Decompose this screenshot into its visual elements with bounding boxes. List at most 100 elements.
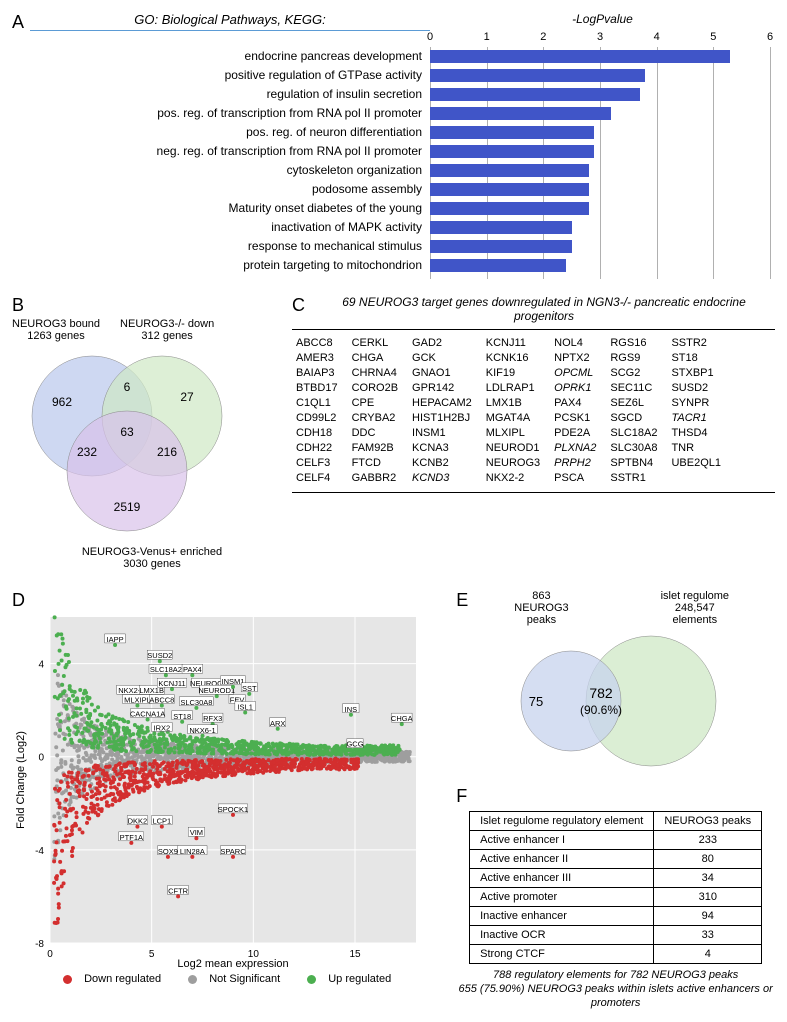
panel-a-bar	[430, 202, 589, 215]
venn-e-set2-s2: elements	[661, 614, 729, 626]
panel-a-bar	[430, 240, 572, 253]
panel-a-category: pos. reg. of neuron differentiation	[30, 123, 430, 142]
svg-text:-4: -4	[35, 846, 44, 857]
table-row: Strong CTCF4	[470, 945, 762, 964]
gene-name: OPCML	[554, 366, 596, 381]
panel-a-category: cytoskeleton organization	[30, 161, 430, 180]
panel-a-tick: 4	[654, 31, 660, 43]
gene-name: NKX2-2	[486, 471, 540, 486]
gene-name: LMX1B	[486, 396, 540, 411]
svg-text:CHGA: CHGA	[391, 714, 413, 723]
gene-name: CHGA	[352, 351, 398, 366]
svg-text:15: 15	[349, 949, 361, 960]
gene-name: STXBP1	[671, 366, 721, 381]
gene-name: SCG2	[610, 366, 657, 381]
gene-column: SSTR2ST18STXBP1SUSD2SYNPRTACR1THSD4TNRUB…	[671, 336, 721, 486]
gene-name: KCNK16	[486, 351, 540, 366]
gene-name: SLC18A2	[610, 426, 657, 441]
gene-name: NEUROD1	[486, 441, 540, 456]
panel-e: E 863 NEUROG3 peaks islet regulome 248,5…	[456, 590, 775, 776]
svg-text:ARX: ARX	[270, 719, 285, 728]
svg-text:LIN28A: LIN28A	[180, 847, 205, 856]
table-row: Active enhancer III34	[470, 869, 762, 888]
gene-name: ABCC8	[296, 336, 338, 351]
legend-ns: Not Significant	[209, 973, 280, 985]
gene-name: PLXNA2	[554, 441, 596, 456]
gene-name: NPTX2	[554, 351, 596, 366]
gene-name: HIST1H2BJ	[412, 411, 472, 426]
venn-e-set1-s: NEUROG3	[514, 602, 568, 614]
gene-name: SUSD2	[671, 381, 721, 396]
gene-name: GPR142	[412, 381, 472, 396]
gene-name: MGAT4A	[486, 411, 540, 426]
gene-name: BTBD17	[296, 381, 338, 396]
gene-name: CRYBA2	[352, 411, 398, 426]
gene-name: TNR	[671, 441, 721, 456]
svg-text:IAPP: IAPP	[107, 635, 124, 644]
panel-a-tick: 6	[767, 31, 773, 43]
panel-a-category: inactivation of MAPK activity	[30, 218, 430, 237]
gene-name: SEC11C	[610, 381, 657, 396]
panel-a-bar	[430, 107, 611, 120]
gene-name: UBE2QL1	[671, 456, 721, 471]
scatter-plot: 051015-8-404IAPPSUSD2SLC18A2PAX4NKX2-2LM…	[12, 611, 442, 971]
gene-name: FAM92B	[352, 441, 398, 456]
panel-a-bar	[430, 164, 589, 177]
svg-text:232: 232	[77, 445, 97, 459]
gene-name: CELF3	[296, 456, 338, 471]
svg-text:782: 782	[589, 685, 613, 701]
gene-name: PCSK1	[554, 411, 596, 426]
svg-text:ABCC8: ABCC8	[149, 695, 174, 704]
gene-name: PRPH2	[554, 456, 596, 471]
gene-name: SLC30A8	[610, 441, 657, 456]
table-header: Islet regulome regulatory element	[470, 812, 654, 831]
gene-name: C1QL1	[296, 396, 338, 411]
panel-a-bar	[430, 221, 572, 234]
svg-text:IRX2: IRX2	[153, 723, 170, 732]
gene-name: HEPACAM2	[412, 396, 472, 411]
panel-a-bar	[430, 69, 645, 82]
legend-down: Down regulated	[84, 973, 161, 985]
panel-a-bars-area: 0123456	[430, 31, 775, 275]
gene-column: NOL4NPTX2OPCMLOPRK1PAX4PCSK1PDE2APLXNA2P…	[554, 336, 596, 486]
gene-name: CHRNA4	[352, 366, 398, 381]
panel-d-label: D	[12, 590, 25, 610]
venn-e-set2-s: 248,547	[661, 602, 729, 614]
table-row: Active promoter310	[470, 888, 762, 907]
gene-name: KCND3	[412, 471, 472, 486]
svg-text:RFX3: RFX3	[203, 714, 222, 723]
gene-column: KCNJ11KCNK16KIF19LDLRAP1LMX1BMGAT4AMLXIP…	[486, 336, 540, 486]
svg-text:-8: -8	[35, 939, 44, 950]
gene-name: LDLRAP1	[486, 381, 540, 396]
panel-a-category: protein targeting to mitochondrion	[30, 256, 430, 275]
svg-text:SST: SST	[242, 684, 257, 693]
svg-text:2519: 2519	[114, 500, 141, 514]
panel-a-bar	[430, 126, 594, 139]
svg-text:(90.6%): (90.6%)	[580, 703, 622, 717]
gene-name: NEUROG3	[486, 456, 540, 471]
gene-column: CERKLCHGACHRNA4CORO2BCPECRYBA2DDCFAM92BF…	[352, 336, 398, 486]
gene-name: INSM1	[412, 426, 472, 441]
gene-name: SSTR2	[671, 336, 721, 351]
panel-a-axis-title: -LogPvalue	[430, 12, 775, 31]
gene-name: KIF19	[486, 366, 540, 381]
gene-column: ABCC8AMER3BAIAP3BTBD17C1QL1CD99L2CDH18CD…	[296, 336, 338, 486]
panel-c-label: C	[292, 295, 305, 316]
gene-name: THSD4	[671, 426, 721, 441]
venn-b-set3-sub: 3030 genes	[12, 558, 292, 570]
svg-text:4: 4	[38, 660, 44, 671]
gene-name: FTCD	[352, 456, 398, 471]
svg-text:ISL1: ISL1	[237, 702, 252, 711]
panel-c: C 69 NEUROG3 target genes downregulated …	[292, 295, 775, 570]
venn-e-set1-n: 863	[514, 590, 568, 602]
gene-name: SSTR1	[610, 471, 657, 486]
panel-a-label: A	[12, 12, 24, 32]
svg-text:0: 0	[38, 753, 44, 764]
panel-a-tick: 1	[484, 31, 490, 43]
svg-text:Log2 mean expression: Log2 mean expression	[177, 958, 288, 970]
gene-name: DDC	[352, 426, 398, 441]
svg-text:GCG: GCG	[346, 740, 363, 749]
panel-a-category: neg. reg. of transcription from RNA pol …	[30, 142, 430, 161]
svg-text:CFTR: CFTR	[168, 886, 189, 895]
svg-text:CACNA1A: CACNA1A	[130, 709, 165, 718]
